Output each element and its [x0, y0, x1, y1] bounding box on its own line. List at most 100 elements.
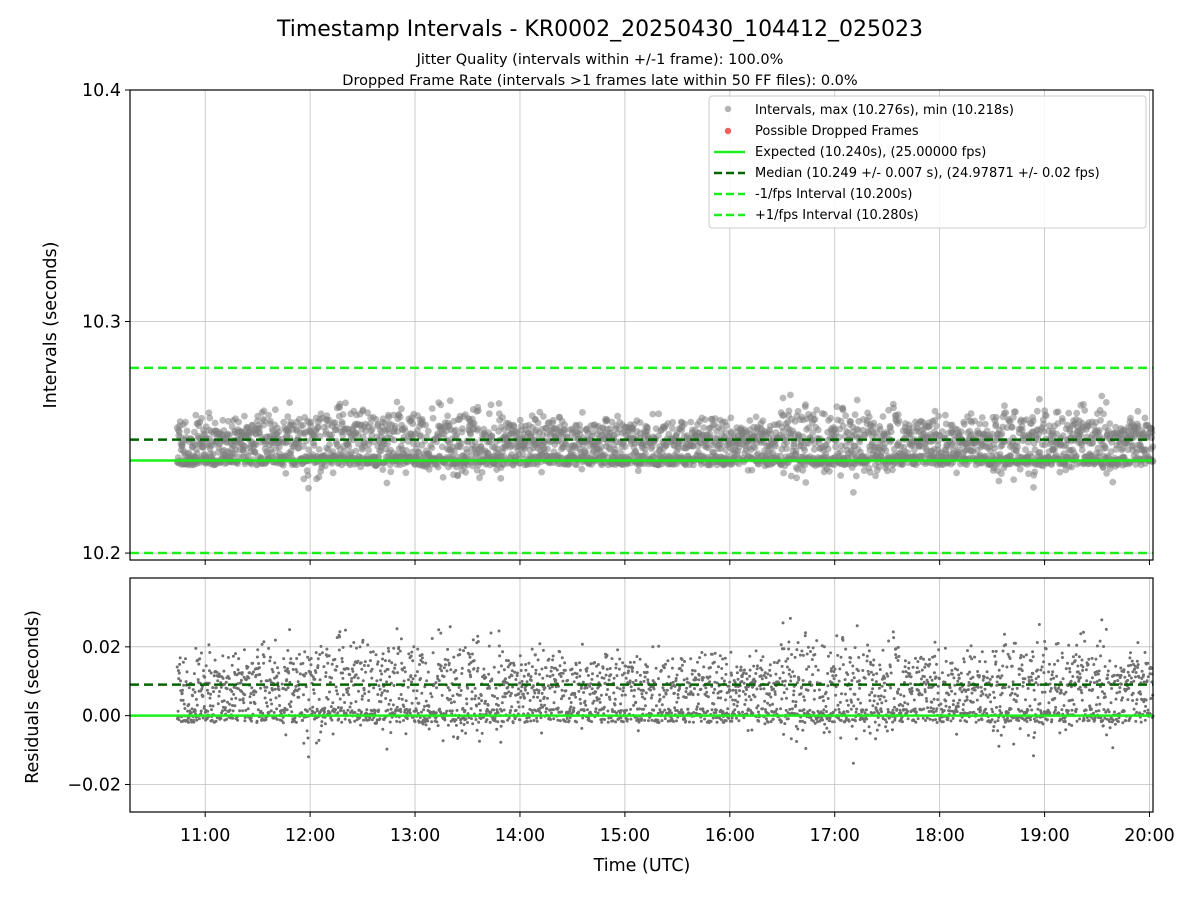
legend-label-minus-fps: -1/fps Interval (10.200s)	[755, 187, 912, 202]
residual-point	[385, 747, 389, 751]
residual-point	[446, 647, 450, 651]
residual-point	[393, 663, 397, 667]
interval-point	[328, 431, 335, 439]
interval-point	[275, 428, 283, 436]
residual-point	[340, 720, 344, 724]
residual-point	[618, 657, 622, 661]
interval-point	[1008, 423, 1016, 431]
residual-point	[410, 680, 413, 684]
residual-point	[286, 686, 290, 690]
residual-point	[353, 711, 357, 714]
residual-point	[644, 691, 648, 695]
interval-point	[824, 445, 832, 453]
residual-point	[255, 719, 259, 723]
residual-point	[348, 673, 352, 677]
residual-point	[439, 664, 443, 668]
residual-point	[533, 653, 537, 657]
residual-point	[525, 720, 529, 724]
interval-point	[957, 428, 965, 436]
residual-point	[260, 642, 264, 646]
residual-point	[378, 669, 382, 673]
residual-point	[280, 682, 284, 686]
residual-point	[529, 675, 533, 679]
interval-point	[300, 442, 307, 450]
residual-point	[554, 678, 558, 682]
residual-point	[259, 686, 263, 690]
residual-point	[203, 675, 207, 679]
residual-point	[387, 659, 391, 663]
residual-point	[455, 677, 459, 680]
interval-point	[272, 406, 279, 413]
residual-point	[596, 663, 600, 666]
residual-point	[370, 667, 374, 671]
residual-point	[250, 686, 254, 690]
residual-point	[344, 628, 347, 632]
residual-point	[507, 716, 511, 720]
interval-point	[752, 413, 760, 421]
residual-point	[476, 640, 480, 643]
residual-point	[597, 697, 601, 701]
interval-point	[286, 399, 293, 406]
interval-point	[474, 407, 482, 414]
interval-point	[779, 394, 787, 402]
residual-point	[599, 693, 603, 697]
interval-point	[636, 419, 644, 426]
residual-point	[264, 718, 268, 722]
interval-point	[995, 477, 1003, 485]
residual-point	[291, 668, 295, 671]
residual-point	[387, 702, 391, 706]
residual-point	[361, 638, 365, 642]
residual-point	[447, 661, 451, 665]
interval-point	[1095, 427, 1103, 434]
residual-point	[399, 710, 403, 714]
residual-point	[560, 656, 564, 660]
interval-point	[1073, 452, 1080, 460]
interval-point	[998, 430, 1006, 437]
interval-point	[802, 479, 810, 486]
residual-point	[469, 707, 473, 711]
residual-point	[301, 718, 305, 722]
interval-point	[723, 422, 730, 430]
residual-point	[326, 697, 330, 701]
residual-point	[579, 702, 583, 705]
residual-point	[654, 666, 658, 670]
interval-point	[1134, 407, 1142, 415]
residual-point	[307, 698, 311, 702]
residual-point	[642, 707, 646, 711]
residual-point	[240, 671, 244, 675]
residual-point	[613, 703, 617, 707]
interval-point	[621, 443, 629, 450]
residual-point	[410, 650, 414, 654]
residual-point	[176, 709, 180, 713]
residual-point	[336, 711, 340, 715]
residual-point	[346, 689, 350, 693]
residual-point	[443, 657, 447, 661]
residual-point	[212, 674, 216, 678]
residual-point	[262, 661, 266, 665]
residual-point	[201, 716, 205, 720]
residual-point	[552, 701, 556, 705]
residual-point	[654, 704, 658, 708]
interval-point	[1029, 417, 1037, 425]
residual-point	[509, 709, 513, 712]
residual-point	[265, 685, 269, 689]
residual-point	[575, 675, 579, 679]
legend: Intervals, max (10.276s), min (10.218s) …	[708, 95, 1147, 229]
residual-point	[392, 671, 396, 675]
residual-point	[182, 683, 186, 687]
residual-point	[479, 694, 483, 697]
interval-point	[870, 419, 878, 427]
residual-point	[208, 696, 212, 700]
residual-point	[341, 671, 345, 675]
residual-point	[201, 694, 205, 698]
residual-point	[652, 708, 656, 712]
residual-point	[326, 661, 330, 665]
residual-point	[515, 674, 519, 678]
residual-point	[330, 676, 334, 680]
residual-point	[181, 660, 185, 664]
residual-point	[358, 645, 362, 649]
residual-point	[502, 668, 506, 672]
residual-point	[275, 707, 279, 711]
residual-point	[243, 719, 247, 723]
residual-point	[277, 688, 281, 692]
